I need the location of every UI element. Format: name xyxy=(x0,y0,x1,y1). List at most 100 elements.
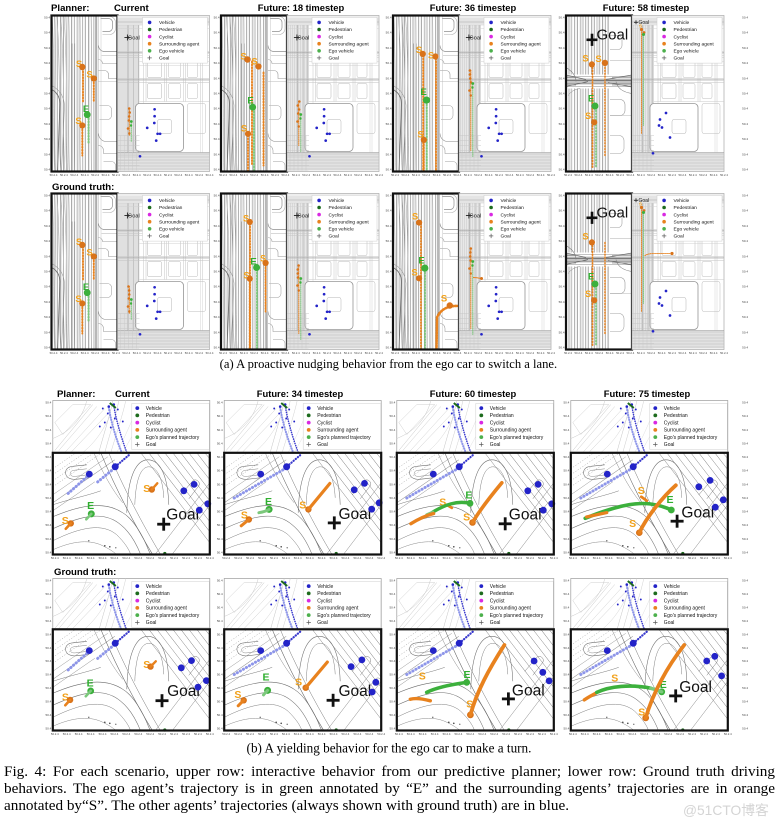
svg-text:50.4: 50.4 xyxy=(389,523,395,527)
svg-text:Surrounding agent: Surrounding agent xyxy=(490,428,532,434)
svg-text:50.2.4: 50.2.4 xyxy=(51,556,59,560)
svg-text:S: S xyxy=(441,294,447,305)
svg-text:50.2.4: 50.2.4 xyxy=(550,556,558,560)
svg-text:Surrounding agent: Surrounding agent xyxy=(329,41,370,47)
svg-text:50.2.4: 50.2.4 xyxy=(720,173,728,177)
svg-text:S: S xyxy=(234,689,241,701)
svg-text:50.4: 50.4 xyxy=(742,686,748,690)
svg-text:50.2.4: 50.2.4 xyxy=(668,173,676,177)
svg-text:S: S xyxy=(416,45,422,56)
svg-text:50.2.4: 50.2.4 xyxy=(679,351,687,355)
svg-text:S: S xyxy=(629,518,636,530)
svg-text:Ego vehicle: Ego vehicle xyxy=(159,227,185,233)
svg-text:50.4: 50.4 xyxy=(563,686,569,690)
svg-text:50.4: 50.4 xyxy=(742,673,748,677)
svg-text:50.2.4: 50.2.4 xyxy=(688,556,696,560)
svg-text:50.4: 50.4 xyxy=(44,300,50,304)
svg-text:E: E xyxy=(588,94,594,105)
svg-text:50.2.4: 50.2.4 xyxy=(282,732,290,736)
svg-text:50.4: 50.4 xyxy=(214,61,220,65)
svg-text:50.2.4: 50.2.4 xyxy=(342,732,350,736)
svg-text:50.2.4: 50.2.4 xyxy=(282,556,290,560)
svg-text:50.2.4: 50.2.4 xyxy=(122,556,130,560)
svg-text:Goal: Goal xyxy=(679,679,712,696)
svg-text:S: S xyxy=(76,59,82,70)
svg-text:50.2.4: 50.2.4 xyxy=(526,173,534,177)
svg-text:Goal: Goal xyxy=(146,620,157,626)
svg-text:E: E xyxy=(463,669,470,681)
svg-text:(b) A yielding behavior for th: (b) A yielding behavior for the ego car … xyxy=(247,741,532,756)
svg-text:50.4: 50.4 xyxy=(214,194,220,198)
svg-text:50.2.4: 50.2.4 xyxy=(710,351,718,355)
svg-text:50.4: 50.4 xyxy=(563,414,569,418)
svg-text:50.4: 50.4 xyxy=(742,239,748,243)
svg-text:Ego's planned trajectory: Ego's planned trajectory xyxy=(664,435,718,441)
svg-text:50.4: 50.4 xyxy=(217,401,223,405)
svg-text:Ego vehicle: Ego vehicle xyxy=(159,49,185,55)
svg-text:50.2.4: 50.2.4 xyxy=(354,556,362,560)
svg-text:50.2.4: 50.2.4 xyxy=(595,351,603,355)
svg-text:Ego vehicle: Ego vehicle xyxy=(674,227,700,233)
svg-text:50.4: 50.4 xyxy=(389,592,395,596)
svg-text:50.2.4: 50.2.4 xyxy=(712,556,720,560)
svg-text:50.4: 50.4 xyxy=(742,659,748,663)
svg-text:Ego's planned trajectory: Ego's planned trajectory xyxy=(664,613,718,619)
svg-text:E: E xyxy=(465,490,472,502)
svg-text:50.2.4: 50.2.4 xyxy=(689,173,697,177)
svg-text:50.2.4: 50.2.4 xyxy=(395,732,403,736)
svg-text:50.2.4: 50.2.4 xyxy=(334,173,342,177)
svg-text:Cyclist: Cyclist xyxy=(329,212,344,218)
svg-text:50.2.4: 50.2.4 xyxy=(502,732,510,736)
svg-text:50.4: 50.4 xyxy=(217,632,223,636)
svg-text:50.4: 50.4 xyxy=(563,605,569,609)
svg-text:50.2.4: 50.2.4 xyxy=(474,173,482,177)
svg-text:50.4: 50.4 xyxy=(742,619,748,623)
svg-text:50.2.4: 50.2.4 xyxy=(724,556,732,560)
svg-text:50.4: 50.4 xyxy=(44,122,50,126)
svg-text:50.4: 50.4 xyxy=(214,168,220,172)
svg-text:50.2.4: 50.2.4 xyxy=(99,556,107,560)
svg-text:50.4: 50.4 xyxy=(563,659,569,663)
svg-text:50.2.4: 50.2.4 xyxy=(154,173,162,177)
svg-text:Goal: Goal xyxy=(317,442,328,448)
svg-text:50.4: 50.4 xyxy=(559,107,565,111)
svg-text:50.2.4: 50.2.4 xyxy=(111,732,119,736)
svg-text:Planner:: Planner: xyxy=(57,389,95,400)
svg-text:50.2.4: 50.2.4 xyxy=(547,173,555,177)
svg-text:50.2.4: 50.2.4 xyxy=(344,173,352,177)
svg-text:E: E xyxy=(87,678,94,690)
svg-text:Vehicle: Vehicle xyxy=(329,198,345,204)
svg-text:Pedestrian: Pedestrian xyxy=(501,27,525,33)
svg-text:50.2.4: 50.2.4 xyxy=(99,732,107,736)
svg-text:50.4: 50.4 xyxy=(44,107,50,111)
svg-text:Future: 18 timestep: Future: 18 timestep xyxy=(258,2,345,13)
svg-text:50.2.4: 50.2.4 xyxy=(537,351,545,355)
svg-text:50.2.4: 50.2.4 xyxy=(581,732,589,736)
svg-text:50.4: 50.4 xyxy=(742,137,748,141)
svg-text:50.2.4: 50.2.4 xyxy=(112,351,120,355)
svg-text:50.2.4: 50.2.4 xyxy=(164,351,172,355)
svg-text:50.4: 50.4 xyxy=(217,428,223,432)
svg-text:50.2.4: 50.2.4 xyxy=(720,351,728,355)
svg-text:50.4: 50.4 xyxy=(559,270,565,274)
svg-text:50.4: 50.4 xyxy=(742,31,748,35)
svg-text:50.4: 50.4 xyxy=(44,285,50,289)
svg-text:50.4: 50.4 xyxy=(742,61,748,65)
svg-text:50.4: 50.4 xyxy=(386,315,392,319)
svg-text:Goal: Goal xyxy=(128,35,140,41)
svg-text:50.2.4: 50.2.4 xyxy=(51,732,59,736)
svg-text:50.2.4: 50.2.4 xyxy=(102,173,110,177)
svg-text:S: S xyxy=(75,116,81,127)
svg-text:50.2.4: 50.2.4 xyxy=(133,173,141,177)
svg-text:50.2.4: 50.2.4 xyxy=(323,351,331,355)
svg-text:50.4: 50.4 xyxy=(389,537,395,541)
svg-text:Future: 75 timestep: Future: 75 timestep xyxy=(604,388,691,399)
svg-text:50.2.4: 50.2.4 xyxy=(342,556,350,560)
svg-text:50.2.4: 50.2.4 xyxy=(87,556,95,560)
svg-text:S: S xyxy=(639,202,642,207)
svg-text:50.4: 50.4 xyxy=(45,686,51,690)
svg-text:Goal: Goal xyxy=(674,234,684,240)
svg-text:Surrounding agent: Surrounding agent xyxy=(329,219,370,225)
svg-text:Surrounding agent: Surrounding agent xyxy=(317,606,359,612)
svg-text:50.2.4: 50.2.4 xyxy=(647,173,655,177)
